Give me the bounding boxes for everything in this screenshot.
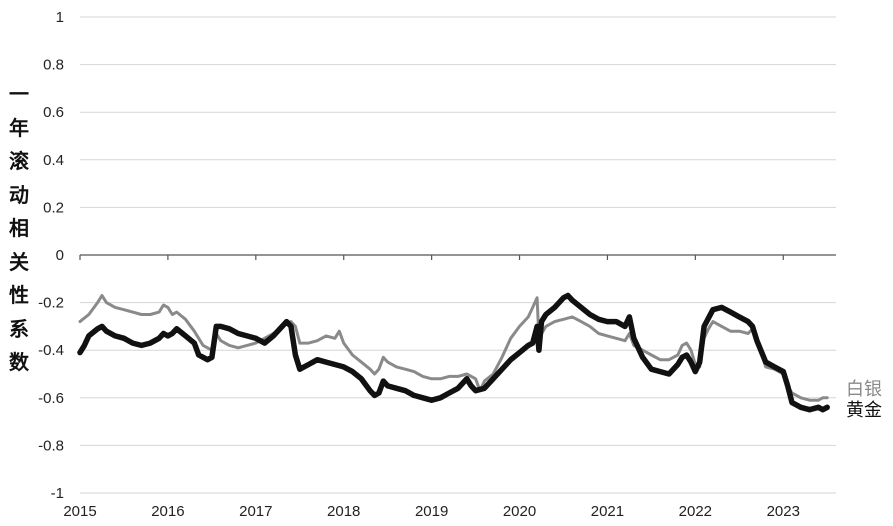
x-tick-label: 2017 [239, 503, 272, 520]
y-axis-title-char: 相 [9, 216, 29, 240]
series-line-silver [78, 294, 829, 402]
x-tick-label: 2015 [63, 503, 96, 520]
y-axis-title-char: 关 [9, 249, 29, 274]
y-axis-title-char: 一 [9, 82, 29, 106]
x-tick-label: 2020 [503, 503, 536, 520]
y-tick-label: 0.2 [43, 199, 64, 216]
series-line-gold [77, 292, 830, 413]
y-tick-label: 0 [56, 247, 64, 264]
y-tick-label: -0.8 [38, 437, 64, 454]
gridlines [80, 16, 836, 494]
y-tick-label: -1 [51, 485, 64, 502]
x-tick-label: 2023 [767, 503, 800, 520]
y-axis-title-char: 年 [9, 115, 29, 140]
x-tick-labels: 2015 2016 2017 2018 2019 2020 2021 2022 2023 [63, 503, 800, 520]
y-tick-label: 0.6 [43, 104, 64, 121]
series-lines [77, 292, 830, 413]
y-axis-title-char: 系 [9, 316, 29, 341]
y-axis-title: 一年滚动相关性系数 [4, 78, 34, 380]
y-tick-label: -0.2 [38, 295, 64, 312]
y-tick-labels: 1 0.8 0.6 0.4 0.2 0 -0.2 -0.4 -0.6 -0.8 -1 [38, 9, 64, 502]
y-axis-title-char: 动 [9, 182, 29, 207]
y-tick-label: -0.4 [38, 342, 64, 359]
x-tick-label: 2021 [591, 503, 624, 520]
x-tick-marks [79, 255, 784, 260]
series-label-silver: 白银 [846, 379, 882, 400]
x-tick-label: 2019 [415, 503, 448, 520]
y-axis-title-char: 滚 [9, 149, 29, 173]
y-tick-label: 1 [56, 9, 64, 26]
series-label-gold: 黄金 [846, 400, 882, 421]
x-tick-label: 2022 [679, 503, 712, 520]
y-tick-label: 0.4 [43, 152, 64, 169]
y-axis-title-char: 性 [9, 283, 29, 307]
y-tick-label: 0.8 [43, 57, 64, 74]
y-axis-title-char: 数 [9, 350, 29, 374]
x-tick-label: 2016 [151, 503, 184, 520]
x-tick-label: 2018 [327, 503, 360, 520]
y-tick-label: -0.6 [38, 390, 64, 407]
